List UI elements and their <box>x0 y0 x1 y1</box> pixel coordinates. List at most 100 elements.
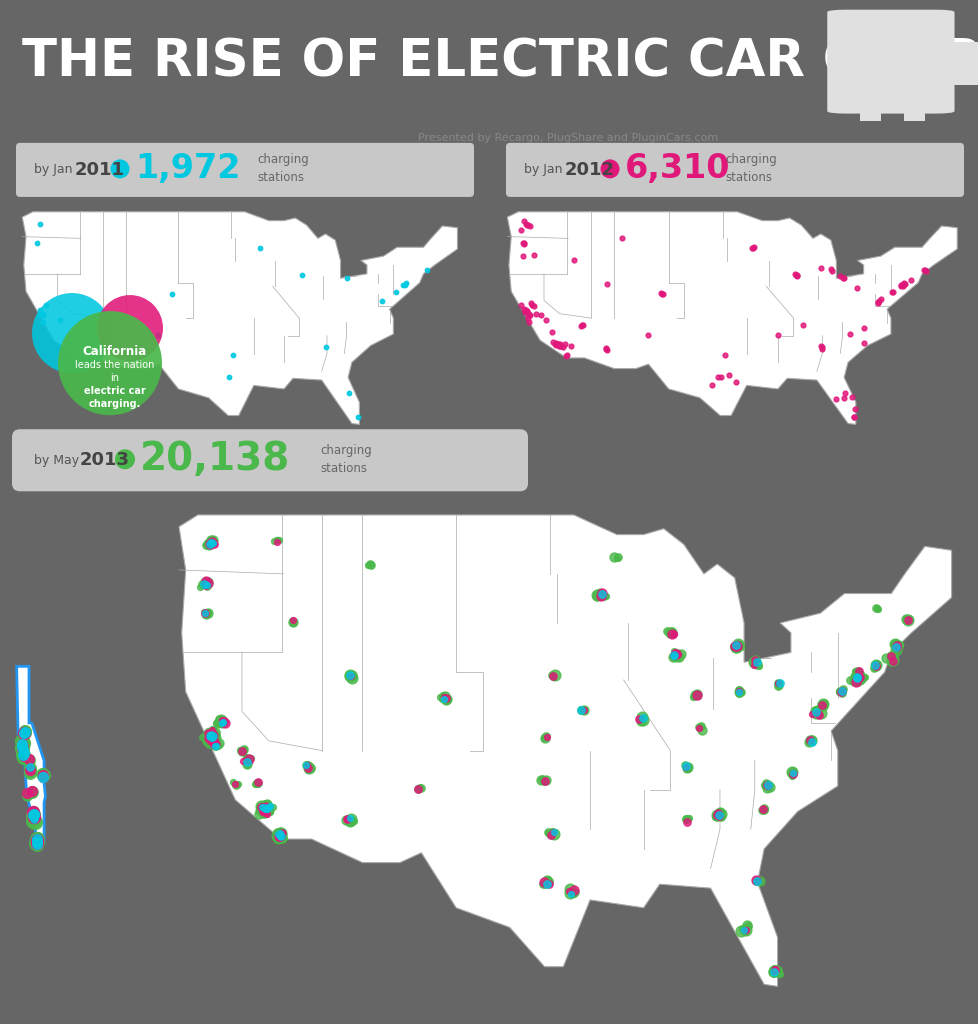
Point <box>833 683 849 699</box>
Point <box>192 579 207 595</box>
Point <box>203 730 219 746</box>
Point <box>255 798 271 814</box>
Point <box>788 266 804 283</box>
Point <box>882 647 898 664</box>
Point <box>808 706 823 722</box>
Point <box>728 639 743 655</box>
Point <box>240 752 255 768</box>
Point <box>206 736 222 753</box>
Point <box>886 636 902 652</box>
Point <box>200 536 216 552</box>
Point <box>708 808 724 824</box>
Point <box>18 724 33 740</box>
Point <box>273 830 289 847</box>
Point <box>338 810 354 826</box>
Point <box>272 827 288 844</box>
Point <box>25 807 41 823</box>
Point <box>253 799 269 815</box>
Point <box>849 670 865 686</box>
Point <box>661 625 677 641</box>
Point <box>662 625 678 641</box>
Point <box>833 683 849 699</box>
Point <box>516 234 532 251</box>
Point <box>28 835 44 851</box>
Point <box>240 753 255 769</box>
Point <box>894 278 910 294</box>
Point <box>834 682 850 698</box>
Point <box>845 667 861 683</box>
Point <box>273 827 289 844</box>
Point <box>811 707 826 723</box>
Point <box>869 600 885 616</box>
Point <box>551 337 566 353</box>
Point <box>20 785 35 802</box>
Point <box>808 705 823 721</box>
Point <box>26 809 42 825</box>
Point <box>899 611 914 628</box>
Point <box>26 807 42 823</box>
Point <box>256 805 272 821</box>
Point <box>853 673 868 689</box>
Point <box>340 385 356 401</box>
Point <box>22 753 37 769</box>
Point <box>340 811 356 827</box>
Point <box>35 768 51 784</box>
Point <box>833 685 849 701</box>
Point <box>29 834 45 850</box>
Point <box>708 807 724 823</box>
Point <box>258 802 274 818</box>
Point <box>205 728 221 744</box>
Point <box>869 294 885 310</box>
Point <box>765 967 780 983</box>
Point <box>841 326 857 342</box>
Text: Presented by Recargo, PlugShare and PluginCars.com: Presented by Recargo, PlugShare and Plug… <box>418 133 717 142</box>
Point <box>259 796 275 812</box>
Point <box>809 702 824 719</box>
Point <box>770 962 785 978</box>
Point <box>15 738 30 755</box>
Point <box>753 802 769 818</box>
Point <box>199 606 214 623</box>
Point <box>38 297 54 313</box>
Point <box>397 278 413 294</box>
Point <box>744 240 760 256</box>
Point <box>241 751 256 767</box>
Point <box>236 743 251 760</box>
Point <box>272 823 288 840</box>
Point <box>14 740 29 757</box>
Point <box>24 783 40 800</box>
Point <box>770 675 785 691</box>
Point <box>216 715 232 731</box>
Point <box>241 751 256 767</box>
Point <box>541 873 556 890</box>
Point <box>537 730 553 746</box>
Point <box>200 575 215 592</box>
Point <box>285 613 300 630</box>
Point <box>25 807 41 823</box>
Point <box>681 809 696 825</box>
Point <box>262 798 278 814</box>
Point <box>786 265 802 282</box>
Point <box>594 586 609 602</box>
Polygon shape <box>17 667 45 846</box>
Point <box>811 703 826 720</box>
Point <box>254 800 270 816</box>
Point <box>898 611 913 628</box>
Point <box>203 537 219 553</box>
Point <box>867 657 883 674</box>
Point <box>731 683 746 699</box>
Point <box>664 648 680 665</box>
Point <box>888 639 904 655</box>
Point <box>342 811 358 827</box>
Point <box>678 759 693 775</box>
Point <box>849 672 865 688</box>
Point <box>15 740 30 757</box>
Point <box>847 674 863 690</box>
Point <box>669 645 685 662</box>
Point <box>258 801 274 817</box>
Point <box>238 750 253 766</box>
Point <box>16 745 31 762</box>
Point <box>35 306 51 323</box>
Point <box>17 724 32 740</box>
Point <box>28 837 44 853</box>
